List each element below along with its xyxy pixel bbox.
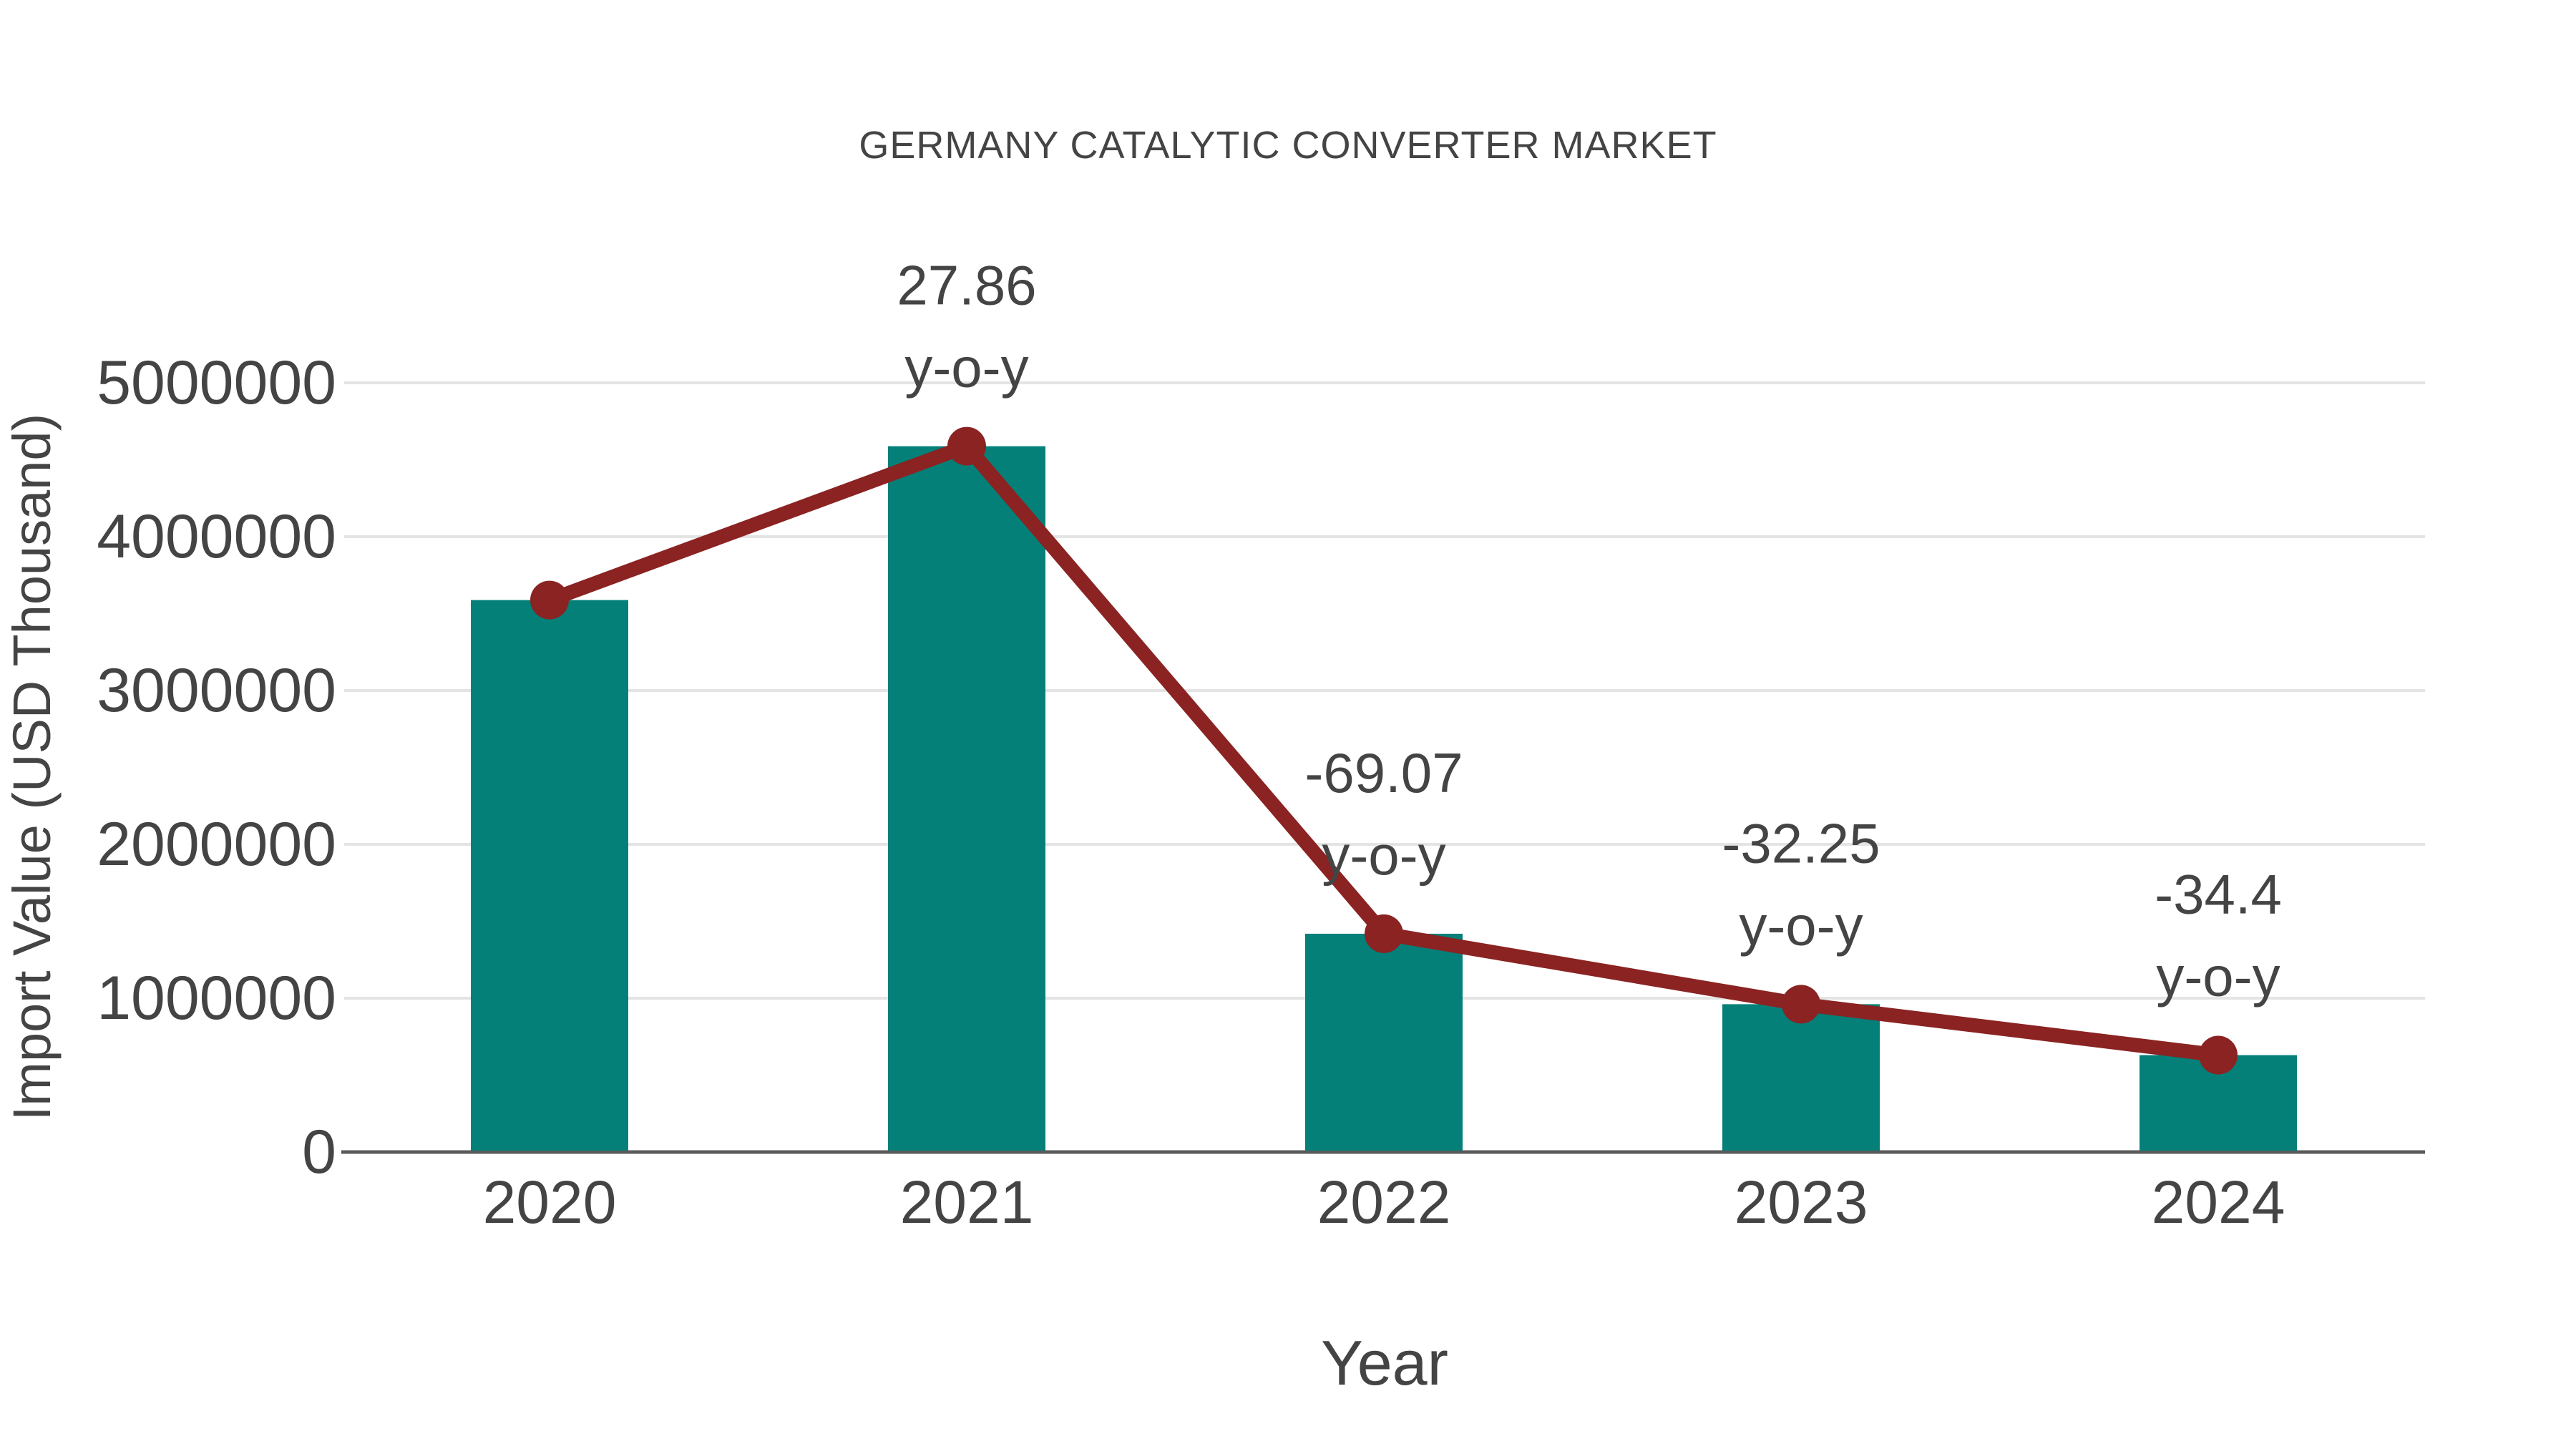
- marker-2022: [1365, 914, 1403, 953]
- y-tick-label-4000000: 4000000: [97, 502, 336, 571]
- annotation-2022-value: -69.07: [1304, 741, 1463, 804]
- annotation-2024-value: -34.4: [2155, 863, 2282, 926]
- y-tick-label-2000000: 2000000: [97, 810, 336, 879]
- bar-2021: [888, 446, 1045, 1151]
- x-tick-label-2022: 2022: [1317, 1169, 1451, 1236]
- annotation-2023-value: -32.25: [1722, 811, 1880, 874]
- y-tick-label-1000000: 1000000: [97, 964, 336, 1033]
- marker-2024: [2199, 1035, 2238, 1075]
- y-tick-label-0: 0: [302, 1118, 336, 1186]
- chart-title: GERMANY CATALYTIC CONVERTER MARKET: [859, 124, 1717, 167]
- x-tick-label-2020: 2020: [483, 1169, 617, 1236]
- annotation-2024-suffix: y-o-y: [2156, 945, 2280, 1008]
- marker-2020: [530, 580, 569, 620]
- bar-2022: [1305, 933, 1463, 1151]
- y-tick-label-3000000: 3000000: [97, 656, 336, 725]
- annotation-2022-suffix: y-o-y: [1322, 824, 1445, 887]
- bar-2023: [1722, 1004, 1880, 1151]
- y-tick-label-5000000: 5000000: [97, 348, 336, 417]
- marker-2023: [1782, 985, 1820, 1024]
- x-tick-label-2023: 2023: [1735, 1169, 1868, 1236]
- x-axis-title: Year: [1321, 1327, 1448, 1398]
- annotation-2021-value: 27.86: [897, 254, 1036, 317]
- x-tick-label-2024: 2024: [2152, 1169, 2285, 1236]
- x-tick-label-2021: 2021: [900, 1169, 1034, 1236]
- annotation-2021-suffix: y-o-y: [904, 336, 1028, 399]
- bar-2020: [471, 600, 628, 1151]
- annotation-2023-suffix: y-o-y: [1739, 894, 1863, 957]
- marker-2021: [947, 426, 986, 466]
- y-axis-title: Import Value (USD Thousand): [2, 413, 62, 1121]
